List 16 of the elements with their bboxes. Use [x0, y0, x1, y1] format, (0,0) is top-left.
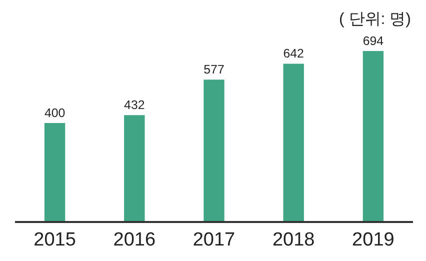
x-tick-label: 2016	[113, 230, 156, 251]
x-tick-label: 2017	[192, 230, 236, 251]
data-label: 642	[283, 46, 304, 61]
text: ( 단위: 명)	[339, 11, 411, 28]
x-tick-label: 2018	[272, 230, 315, 251]
bar	[44, 122, 66, 221]
data-label: 694	[362, 34, 384, 48]
bar	[283, 64, 304, 221]
data-label: 432	[124, 98, 145, 112]
x-tick-label: 2019	[352, 230, 394, 251]
data-label: 400	[44, 106, 66, 120]
data-label: 577	[204, 62, 224, 77]
x-tick-label: 2015	[34, 230, 76, 251]
bar	[362, 50, 384, 221]
bar	[204, 80, 224, 221]
bar	[124, 115, 145, 221]
